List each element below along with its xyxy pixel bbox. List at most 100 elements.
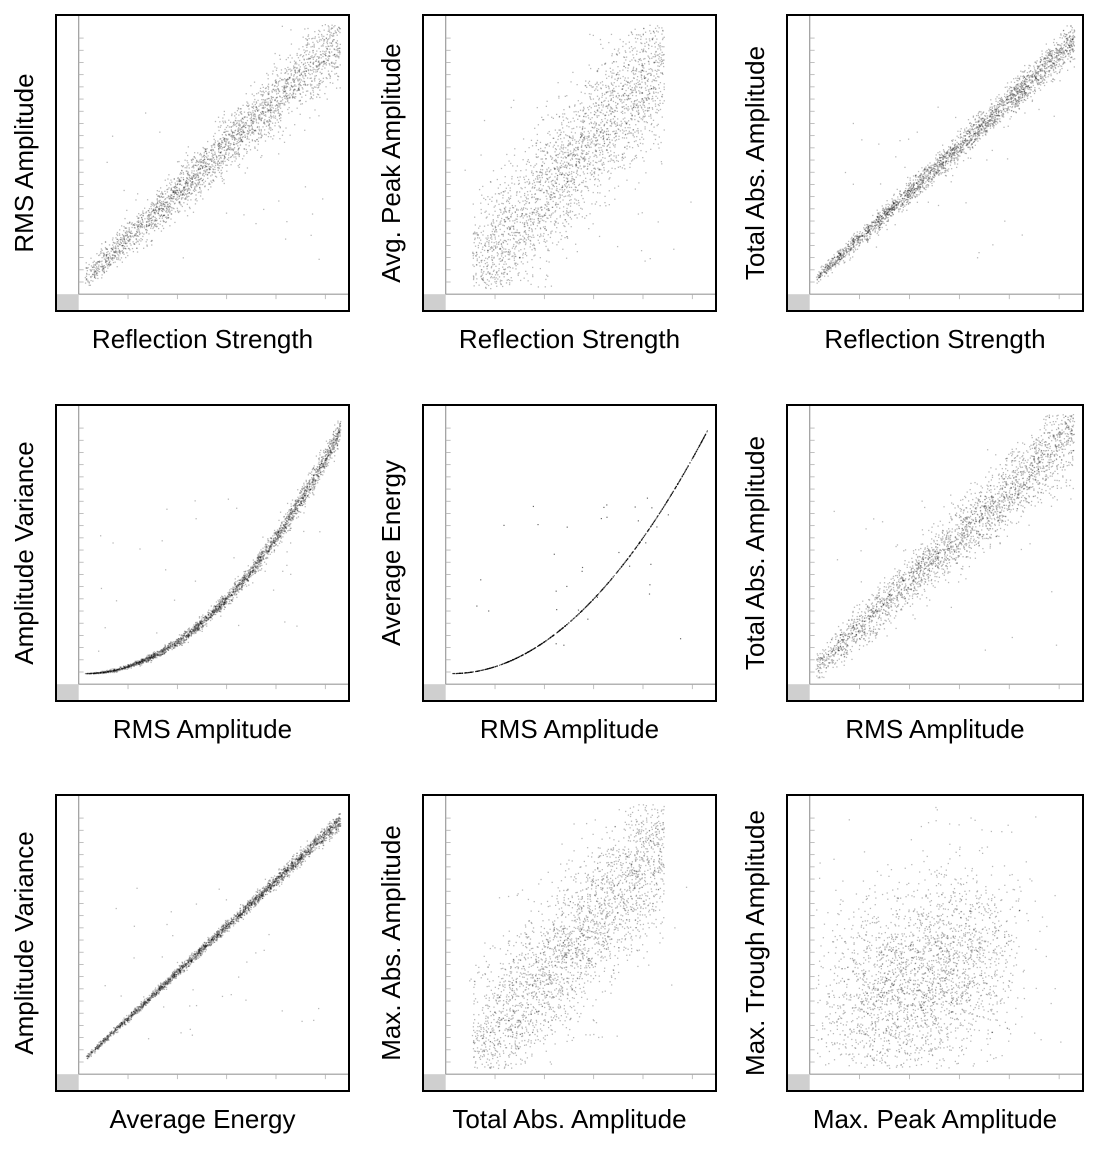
data-point xyxy=(634,103,636,105)
data-point xyxy=(580,133,582,136)
data-point xyxy=(512,220,514,222)
data-point xyxy=(284,72,286,74)
data-point xyxy=(582,133,584,136)
data-point xyxy=(558,183,560,185)
data-point xyxy=(290,84,292,87)
data-point xyxy=(239,111,241,113)
data-point xyxy=(199,168,202,170)
data-point xyxy=(133,243,135,245)
data-point xyxy=(326,47,328,50)
data-point xyxy=(282,89,284,91)
data-point xyxy=(237,151,239,153)
data-point xyxy=(234,115,236,117)
data-point xyxy=(235,113,238,115)
data-point xyxy=(559,173,561,176)
data-point xyxy=(167,178,169,180)
data-point xyxy=(271,90,273,92)
data-point xyxy=(168,174,170,176)
data-point xyxy=(478,242,481,244)
data-point xyxy=(501,202,503,205)
data-point xyxy=(611,75,613,77)
data-point xyxy=(521,215,523,217)
data-point xyxy=(150,221,153,224)
data-point xyxy=(649,88,651,90)
data-point xyxy=(212,153,214,156)
data-point xyxy=(589,118,592,120)
data-point xyxy=(562,210,565,213)
data-point xyxy=(155,210,158,213)
data-point xyxy=(621,122,623,125)
data-point xyxy=(539,170,541,173)
data-point xyxy=(216,162,219,164)
data-point xyxy=(567,149,569,151)
data-point xyxy=(562,153,564,155)
data-point xyxy=(227,138,229,140)
data-point xyxy=(270,109,272,111)
data-point xyxy=(177,211,179,213)
data-point xyxy=(583,201,585,203)
data-point xyxy=(554,210,557,212)
data-point xyxy=(551,206,553,208)
data-point xyxy=(627,141,629,144)
data-point xyxy=(267,103,269,105)
data-point xyxy=(151,210,153,213)
data-point xyxy=(176,189,178,191)
data-point xyxy=(592,98,595,100)
data-point xyxy=(116,252,118,254)
data-point xyxy=(647,73,649,75)
data-point xyxy=(628,47,631,49)
data-point xyxy=(487,272,489,274)
data-point xyxy=(561,185,564,187)
data-point xyxy=(594,178,597,180)
data-point xyxy=(556,190,558,192)
data-point xyxy=(637,113,639,115)
data-point xyxy=(257,92,260,94)
data-point xyxy=(109,263,112,265)
data-point xyxy=(567,211,570,214)
data-point xyxy=(641,62,643,65)
data-point xyxy=(91,268,93,271)
data-point xyxy=(269,107,272,110)
data-point xyxy=(522,200,524,202)
data-point xyxy=(302,74,304,77)
data-point xyxy=(152,208,155,210)
data-point xyxy=(617,92,619,95)
data-point xyxy=(233,132,236,134)
data-point xyxy=(537,217,540,220)
data-point xyxy=(201,165,203,167)
data-point xyxy=(511,175,513,178)
data-point xyxy=(661,96,663,98)
data-point xyxy=(597,178,599,180)
data-point xyxy=(262,104,265,107)
data-point xyxy=(251,93,253,95)
data-point xyxy=(191,170,193,172)
data-point xyxy=(506,273,508,275)
data-point xyxy=(284,97,286,99)
data-point xyxy=(478,284,480,286)
data-point xyxy=(104,246,107,249)
data-point xyxy=(321,35,323,37)
data-point xyxy=(637,107,639,109)
data-point xyxy=(472,264,474,266)
data-point xyxy=(194,164,196,166)
data-point xyxy=(134,233,136,236)
data-point xyxy=(169,205,171,207)
data-point xyxy=(582,126,584,128)
data-point xyxy=(218,147,220,149)
data-point xyxy=(535,197,537,200)
data-point xyxy=(126,222,129,224)
data-point xyxy=(136,231,138,233)
data-point xyxy=(657,31,659,33)
data-point xyxy=(595,88,597,90)
data-point xyxy=(576,250,578,253)
data-point xyxy=(328,26,330,28)
data-point xyxy=(254,140,256,142)
data-point xyxy=(644,115,646,117)
data-point xyxy=(183,191,185,193)
data-point xyxy=(312,63,314,65)
data-point xyxy=(483,225,486,227)
data-point xyxy=(326,42,329,45)
data-point xyxy=(159,201,161,203)
data-point xyxy=(93,260,95,262)
data-point xyxy=(652,31,655,33)
